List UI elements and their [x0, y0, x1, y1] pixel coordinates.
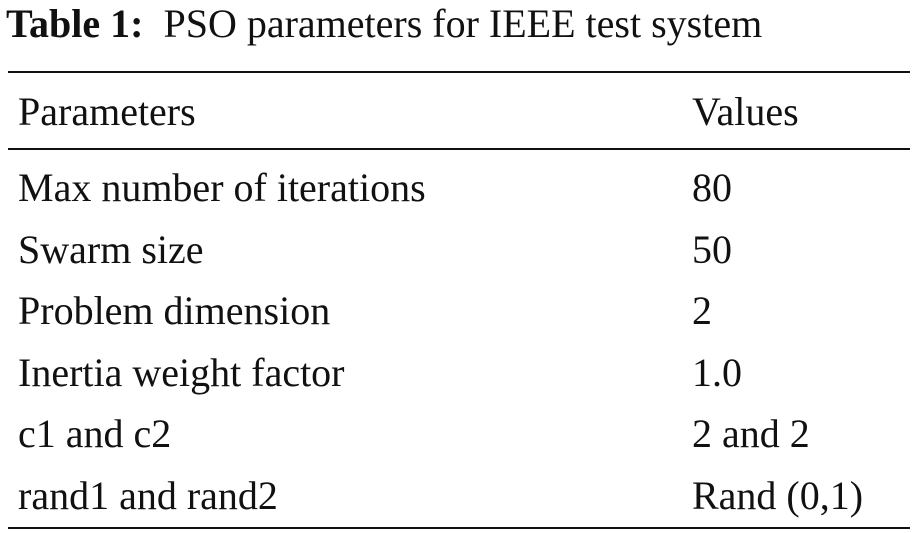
header-cell: Values [692, 89, 799, 134]
parameter-cell: Swarm size [18, 226, 204, 272]
header-rule [8, 148, 910, 150]
parameter-cell: Max number of iterations [18, 165, 426, 210]
top-rule [8, 71, 910, 73]
value-cell: 2 and 2 [692, 411, 810, 457]
table-caption: PSO parameters for IEEE test system [163, 1, 763, 46]
value-cell: Rand (0,1) [692, 473, 864, 518]
value-cell: 2 [692, 288, 712, 334]
header-cell: Parameters [18, 89, 196, 134]
table-label: Table 1: [6, 1, 144, 46]
parameter-cell: c1 and c2 [18, 411, 172, 457]
bottom-rule [8, 527, 910, 529]
parameter-cell: Problem dimension [18, 288, 331, 334]
parameter-cell: rand1 and rand2 [18, 473, 278, 518]
value-cell: 80 [692, 165, 732, 210]
parameter-cell: Inertia weight factor [18, 349, 345, 395]
value-cell: 1.0 [692, 349, 742, 395]
value-cell: 50 [692, 226, 732, 272]
table-title: Table 1: PSO parameters for IEEE test sy… [6, 4, 762, 44]
